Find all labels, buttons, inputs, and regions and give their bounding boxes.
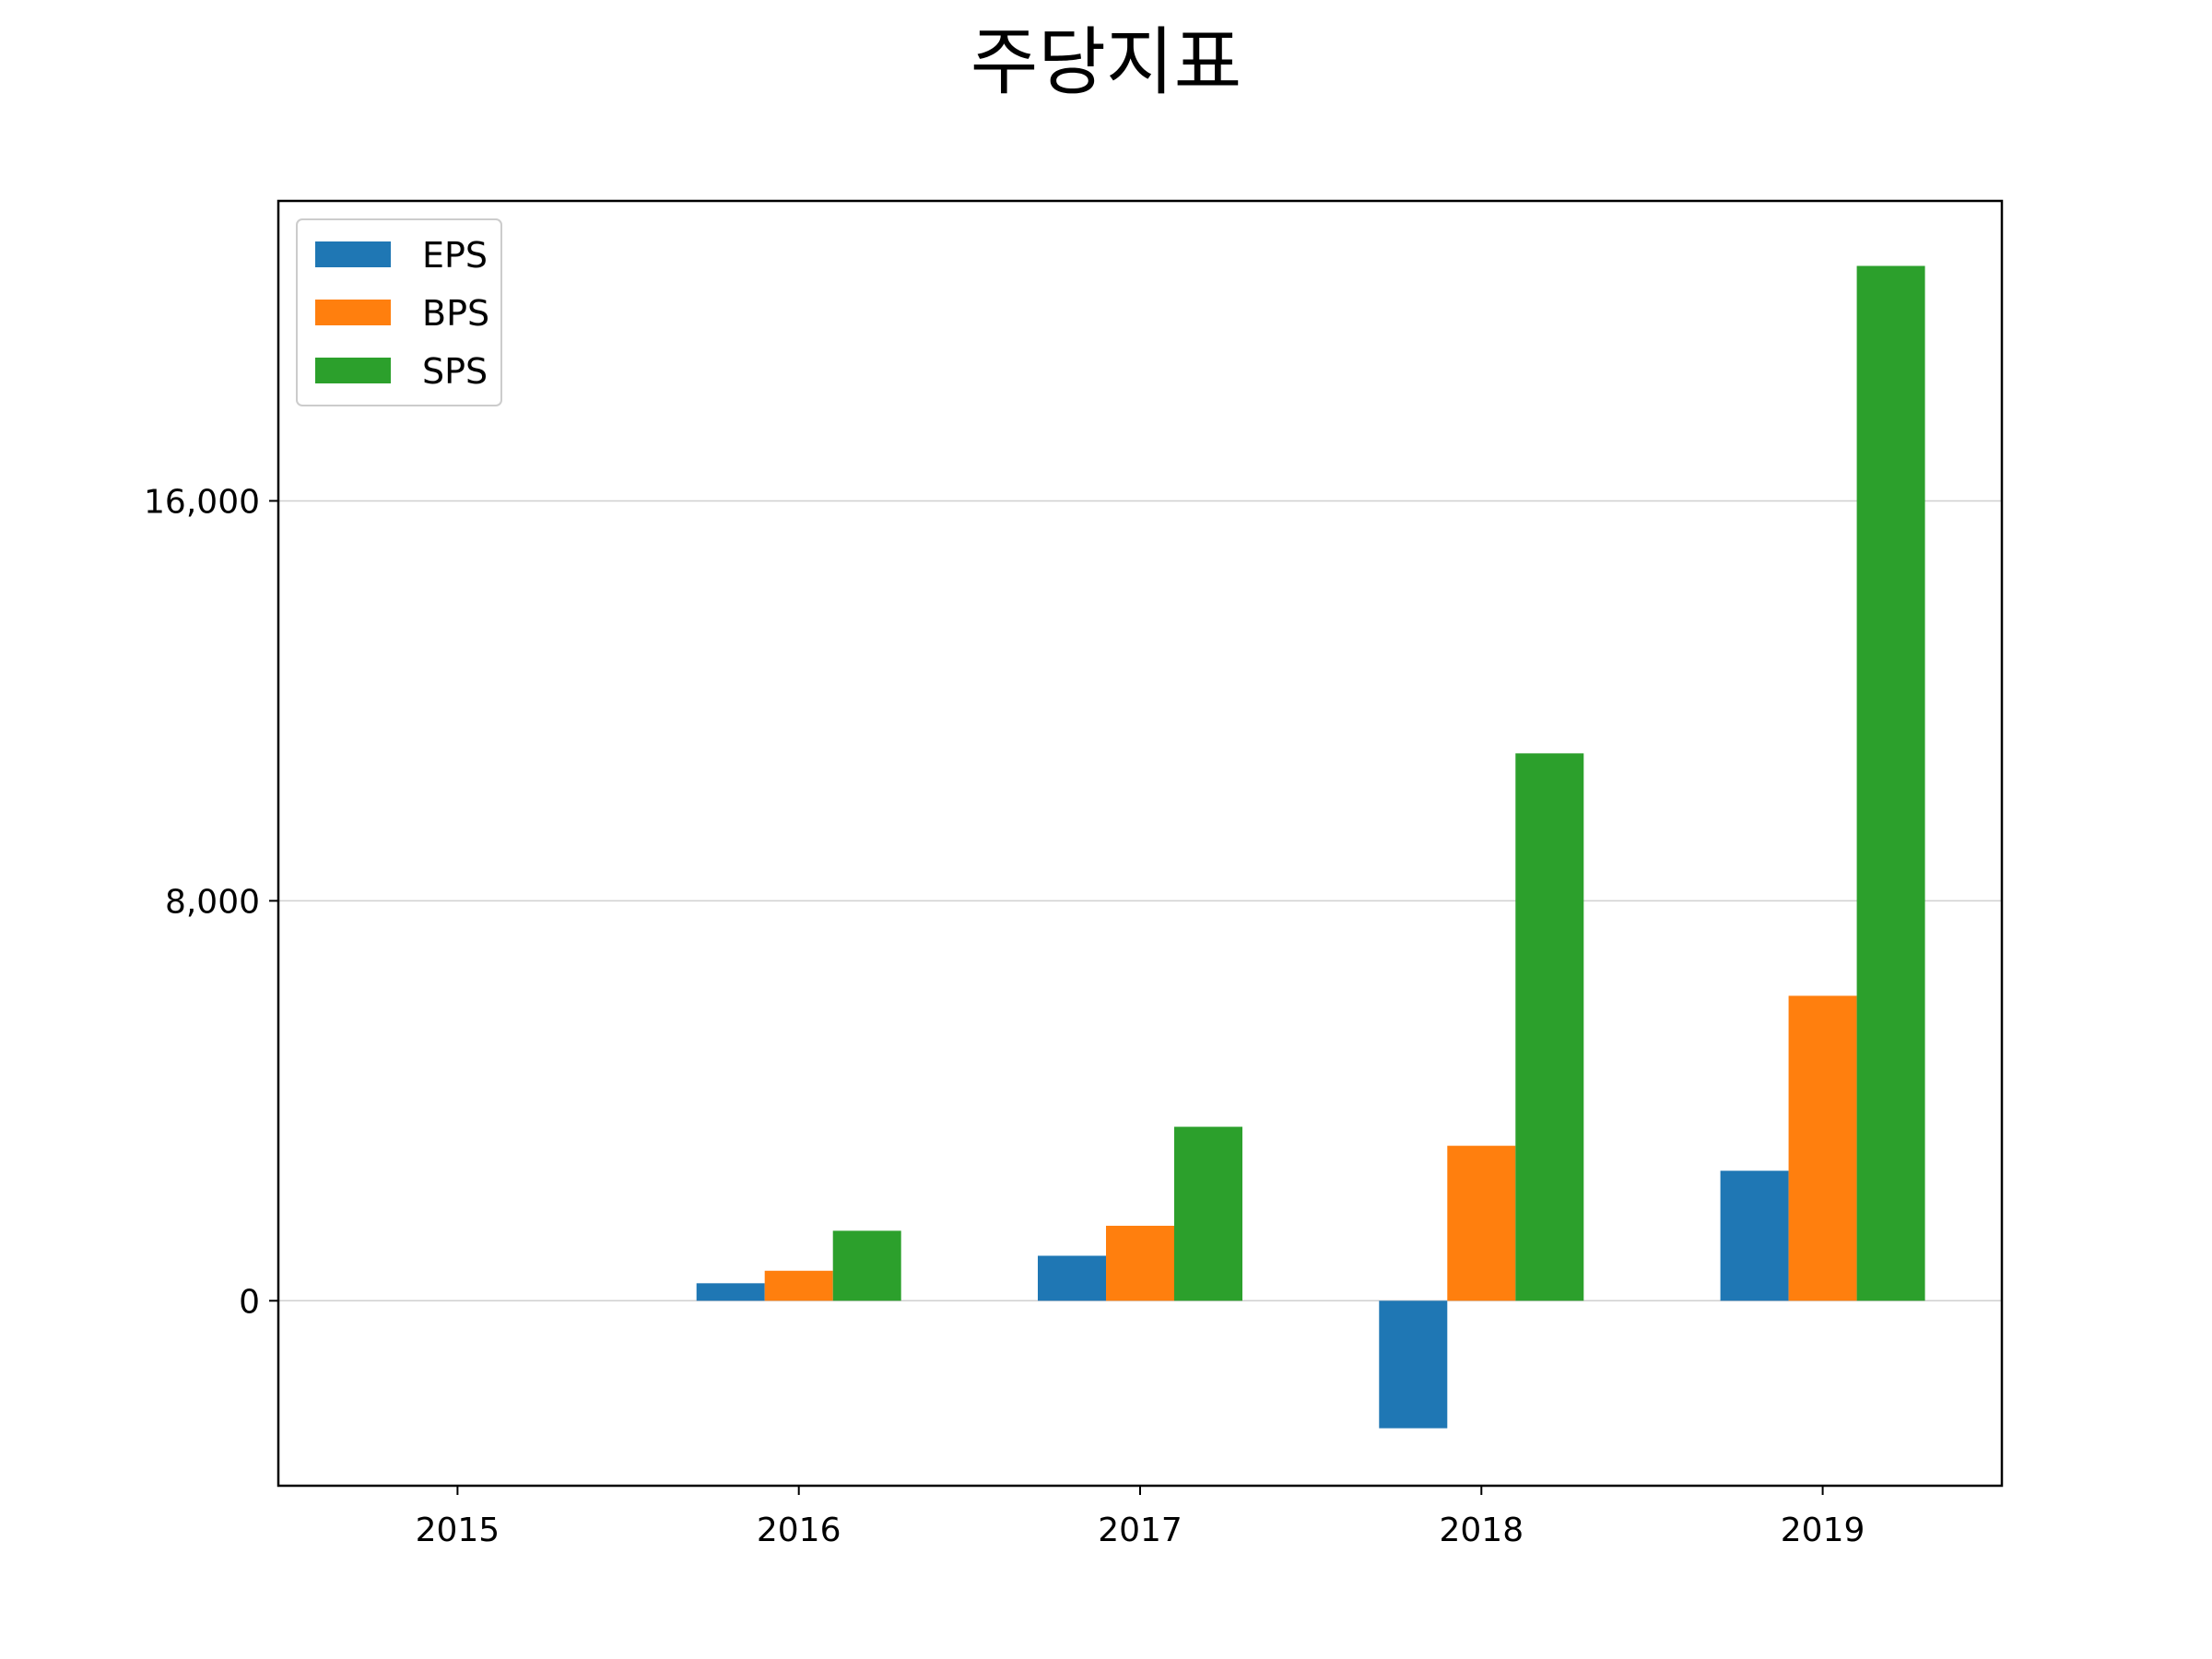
y-tick-label: 16,000 xyxy=(144,483,260,521)
bar-eps-2017 xyxy=(1038,1255,1106,1301)
x-tick-label: 2018 xyxy=(1439,1512,1524,1549)
bar-bps-2016 xyxy=(764,1270,833,1301)
y-tick-label: 8,000 xyxy=(165,883,260,921)
bar-bps-2018 xyxy=(1447,1146,1516,1301)
legend: EPS BPS SPS xyxy=(296,218,502,406)
bar-sps-2019 xyxy=(1856,265,1925,1301)
legend-label-sps: SPS xyxy=(422,351,488,392)
x-tick-label: 2019 xyxy=(1781,1512,1865,1549)
legend-swatch-bps xyxy=(315,300,391,325)
bar-sps-2018 xyxy=(1515,753,1584,1301)
x-tick-label: 2016 xyxy=(757,1512,841,1549)
bar-sps-2017 xyxy=(1174,1126,1242,1301)
legend-label-bps: BPS xyxy=(422,293,489,334)
axis-ticks: 0 8,000 16,000 2015 2016 2017 2018 2019 xyxy=(144,483,1865,1549)
x-tick-label: 2017 xyxy=(1098,1512,1182,1549)
legend-label-eps: EPS xyxy=(422,235,488,276)
chart-title: 주당지표 xyxy=(971,19,1241,105)
bar-sps-2016 xyxy=(832,1230,901,1301)
bar-bps-2019 xyxy=(1788,995,1857,1301)
legend-swatch-eps xyxy=(315,241,391,267)
bar-eps-2018 xyxy=(1379,1300,1448,1429)
bar-eps-2016 xyxy=(696,1283,765,1301)
bars xyxy=(696,265,1925,1429)
legend-swatch-sps xyxy=(315,358,391,383)
x-tick-label: 2015 xyxy=(416,1512,500,1549)
y-tick-label: 0 xyxy=(239,1283,260,1321)
bar-bps-2017 xyxy=(1106,1225,1174,1301)
bar-eps-2019 xyxy=(1720,1171,1789,1301)
